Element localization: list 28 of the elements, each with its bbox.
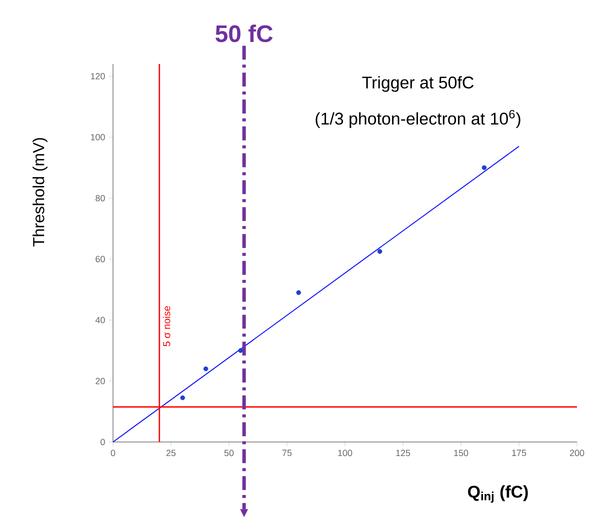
x-tick-label: 175 — [512, 450, 526, 456]
x-tick-label: 125 — [396, 450, 410, 456]
point — [180, 395, 185, 400]
point — [203, 366, 208, 372]
y-tick-label: 80 — [96, 194, 105, 202]
x-tick-label: 0 — [110, 450, 116, 456]
y-axis-title: Threshold (mV) — [32, 138, 48, 247]
x-tick-label: 50 — [224, 450, 234, 456]
ref-line-label: 50 fC — [216, 24, 273, 42]
point — [296, 290, 301, 296]
y-tick-label: 20 — [96, 378, 105, 384]
y-tick-label: 100 — [90, 134, 105, 140]
annotation: (1/3 photon-electron at 10$^{6}$) — [316, 110, 520, 128]
ref-line-label: 5 σ noise — [162, 306, 170, 346]
y-tick-label: 120 — [90, 73, 105, 80]
x-tick-label: 100 — [338, 450, 352, 456]
x-tick-label: 150 — [454, 450, 468, 456]
x-tick-label: 75 — [282, 450, 292, 456]
point — [482, 165, 487, 170]
y-tick-label: 40 — [95, 316, 105, 324]
x-tick-label: 25 — [166, 450, 176, 456]
y-tick-label: 60 — [96, 256, 105, 262]
point — [238, 348, 243, 353]
text: Q$_{inj}$ (fC) — [468, 485, 528, 503]
y-tick-label: 0 — [100, 438, 105, 446]
annotation: Trigger at 50fC — [362, 76, 474, 92]
x-tick-label: 200 — [570, 450, 584, 456]
point — [377, 249, 382, 254]
